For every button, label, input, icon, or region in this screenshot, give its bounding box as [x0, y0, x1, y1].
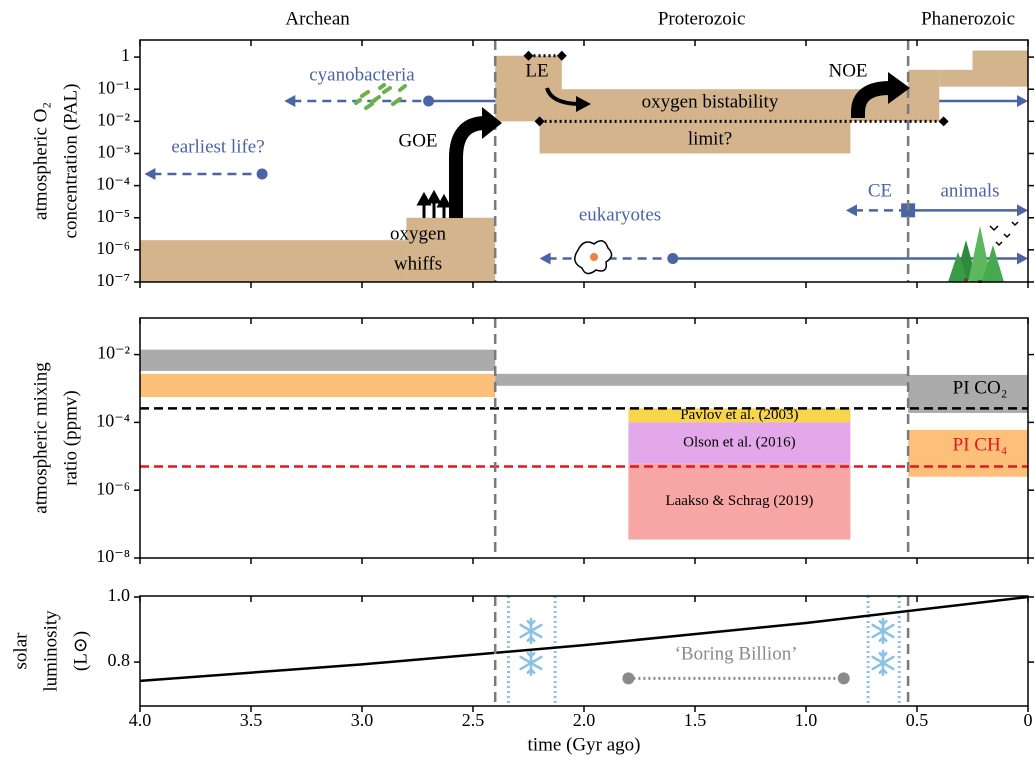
- y-tick-label: 10⁻⁵: [96, 206, 130, 226]
- arrowhead: [540, 252, 551, 264]
- y-tick-label: 10⁻⁷: [96, 270, 130, 290]
- boring-billion-end: [622, 672, 634, 684]
- reference-label: PI CO₂: [953, 377, 1008, 398]
- arrowhead: [1017, 95, 1028, 107]
- reference-label: PI CH₄: [953, 434, 1008, 455]
- eukaryote-nucleus: [590, 253, 598, 261]
- event-label: cyanobacteria: [309, 64, 415, 85]
- x-tick-label: 1.5: [684, 710, 707, 730]
- annotation: oxygen: [390, 223, 446, 244]
- box-label: Pavlov et al. (2003): [680, 407, 798, 423]
- y-tick-label: 10⁻¹: [97, 77, 130, 97]
- x-tick-label: 0: [1024, 710, 1033, 730]
- limit-end: [939, 116, 949, 126]
- annotation: whiffs: [394, 253, 442, 274]
- x-axis-label: time (Gyr ago): [528, 734, 641, 755]
- luminosity-line: [140, 597, 1028, 681]
- annotation: oxygen bistability: [642, 91, 779, 112]
- y-tick-label: 10⁻⁸: [96, 546, 130, 566]
- boring-billion-end: [838, 672, 850, 684]
- arrowhead: [284, 95, 295, 107]
- arrowhead: [1017, 252, 1028, 264]
- annotation: NOE: [828, 60, 867, 81]
- range-box: [495, 374, 908, 386]
- era-label: Proterozoic: [658, 8, 746, 29]
- snowflake: [873, 651, 894, 675]
- range-box: [140, 240, 406, 282]
- event-label: animals: [940, 180, 999, 201]
- range-box: [140, 350, 495, 371]
- y-axis-label: ratio (ppmv): [60, 390, 81, 486]
- x-tick-label: 1.0: [795, 710, 818, 730]
- event-label: earliest life?: [171, 136, 264, 157]
- range-box: [908, 70, 939, 121]
- boring-billion-label: ‘Boring Billion’: [675, 644, 798, 665]
- arrowhead: [144, 168, 155, 180]
- event-marker: [257, 168, 268, 179]
- y-axis-label: atmospheric mixing: [30, 362, 51, 514]
- y-axis-label: atmospheric O₂: [30, 102, 51, 220]
- snowflake: [521, 619, 542, 643]
- y-tick-label: 10⁻⁶: [96, 238, 130, 258]
- y-tick-label: 0.8: [108, 650, 131, 670]
- y-tick-label: 10⁻⁴: [96, 174, 130, 194]
- y-axis-label: solar: [10, 632, 31, 670]
- event-marker: [667, 253, 678, 264]
- annotation: LE: [525, 60, 548, 81]
- arrowhead: [846, 204, 857, 216]
- trees-icon: [948, 226, 1004, 283]
- snowflake: [873, 619, 894, 643]
- figure: 1 10⁻¹ 10⁻² 10⁻³ 10⁻⁴ 10⁻⁵ 10⁻⁶ 10⁻⁷ atmospheric…: [0, 0, 1035, 760]
- annotation: limit?: [688, 128, 732, 149]
- era-label: Phanerozoic: [921, 8, 1015, 29]
- y-tick-label: 10⁻²: [97, 343, 130, 363]
- birds-icon: [990, 222, 1018, 245]
- page: 1 10⁻¹ 10⁻² 10⁻³ 10⁻⁴ 10⁻⁵ 10⁻⁶ 10⁻⁷ atmospheric…: [0, 0, 1035, 760]
- box-label: Laakso & Schrag (2019): [665, 493, 813, 509]
- goe-arrow: [456, 123, 484, 218]
- event-marker: [423, 95, 434, 106]
- range-box: [939, 70, 972, 87]
- range-box: [140, 374, 495, 397]
- x-tick-label: 0.5: [906, 710, 929, 730]
- era-label: Archean: [285, 8, 350, 29]
- snowflake: [521, 651, 542, 675]
- y-tick-label: 1: [121, 45, 130, 65]
- y-axis-label: concentration (PAL): [60, 84, 81, 239]
- x-tick-label: 2.5: [462, 710, 485, 730]
- x-tick-label: 4.0: [129, 710, 152, 730]
- y-tick-label: 10⁻⁴: [96, 411, 130, 431]
- annotation: GOE: [398, 130, 437, 151]
- event-note: CE: [868, 180, 892, 201]
- cyanobacteria-icon: [356, 85, 405, 108]
- whiff-arrows: [419, 193, 449, 218]
- y-axis-label: (L⊙): [70, 631, 91, 671]
- range-box: [973, 51, 1029, 87]
- y-tick-label: 1.0: [108, 585, 131, 605]
- x-tick-label: 3.5: [240, 710, 263, 730]
- y-tick-label: 10⁻⁶: [96, 478, 130, 498]
- box-label: Olson et al. (2016): [683, 435, 795, 451]
- event-label: eukaryotes: [579, 204, 661, 225]
- x-tick-label: 2.0: [573, 710, 596, 730]
- y-tick-label: 10⁻²: [97, 109, 130, 129]
- x-tick-label: 3.0: [351, 710, 374, 730]
- decorations: [356, 72, 1018, 675]
- y-axis-label: luminosity: [40, 610, 61, 692]
- y-tick-label: 10⁻³: [97, 142, 131, 162]
- arrowhead: [1017, 204, 1028, 216]
